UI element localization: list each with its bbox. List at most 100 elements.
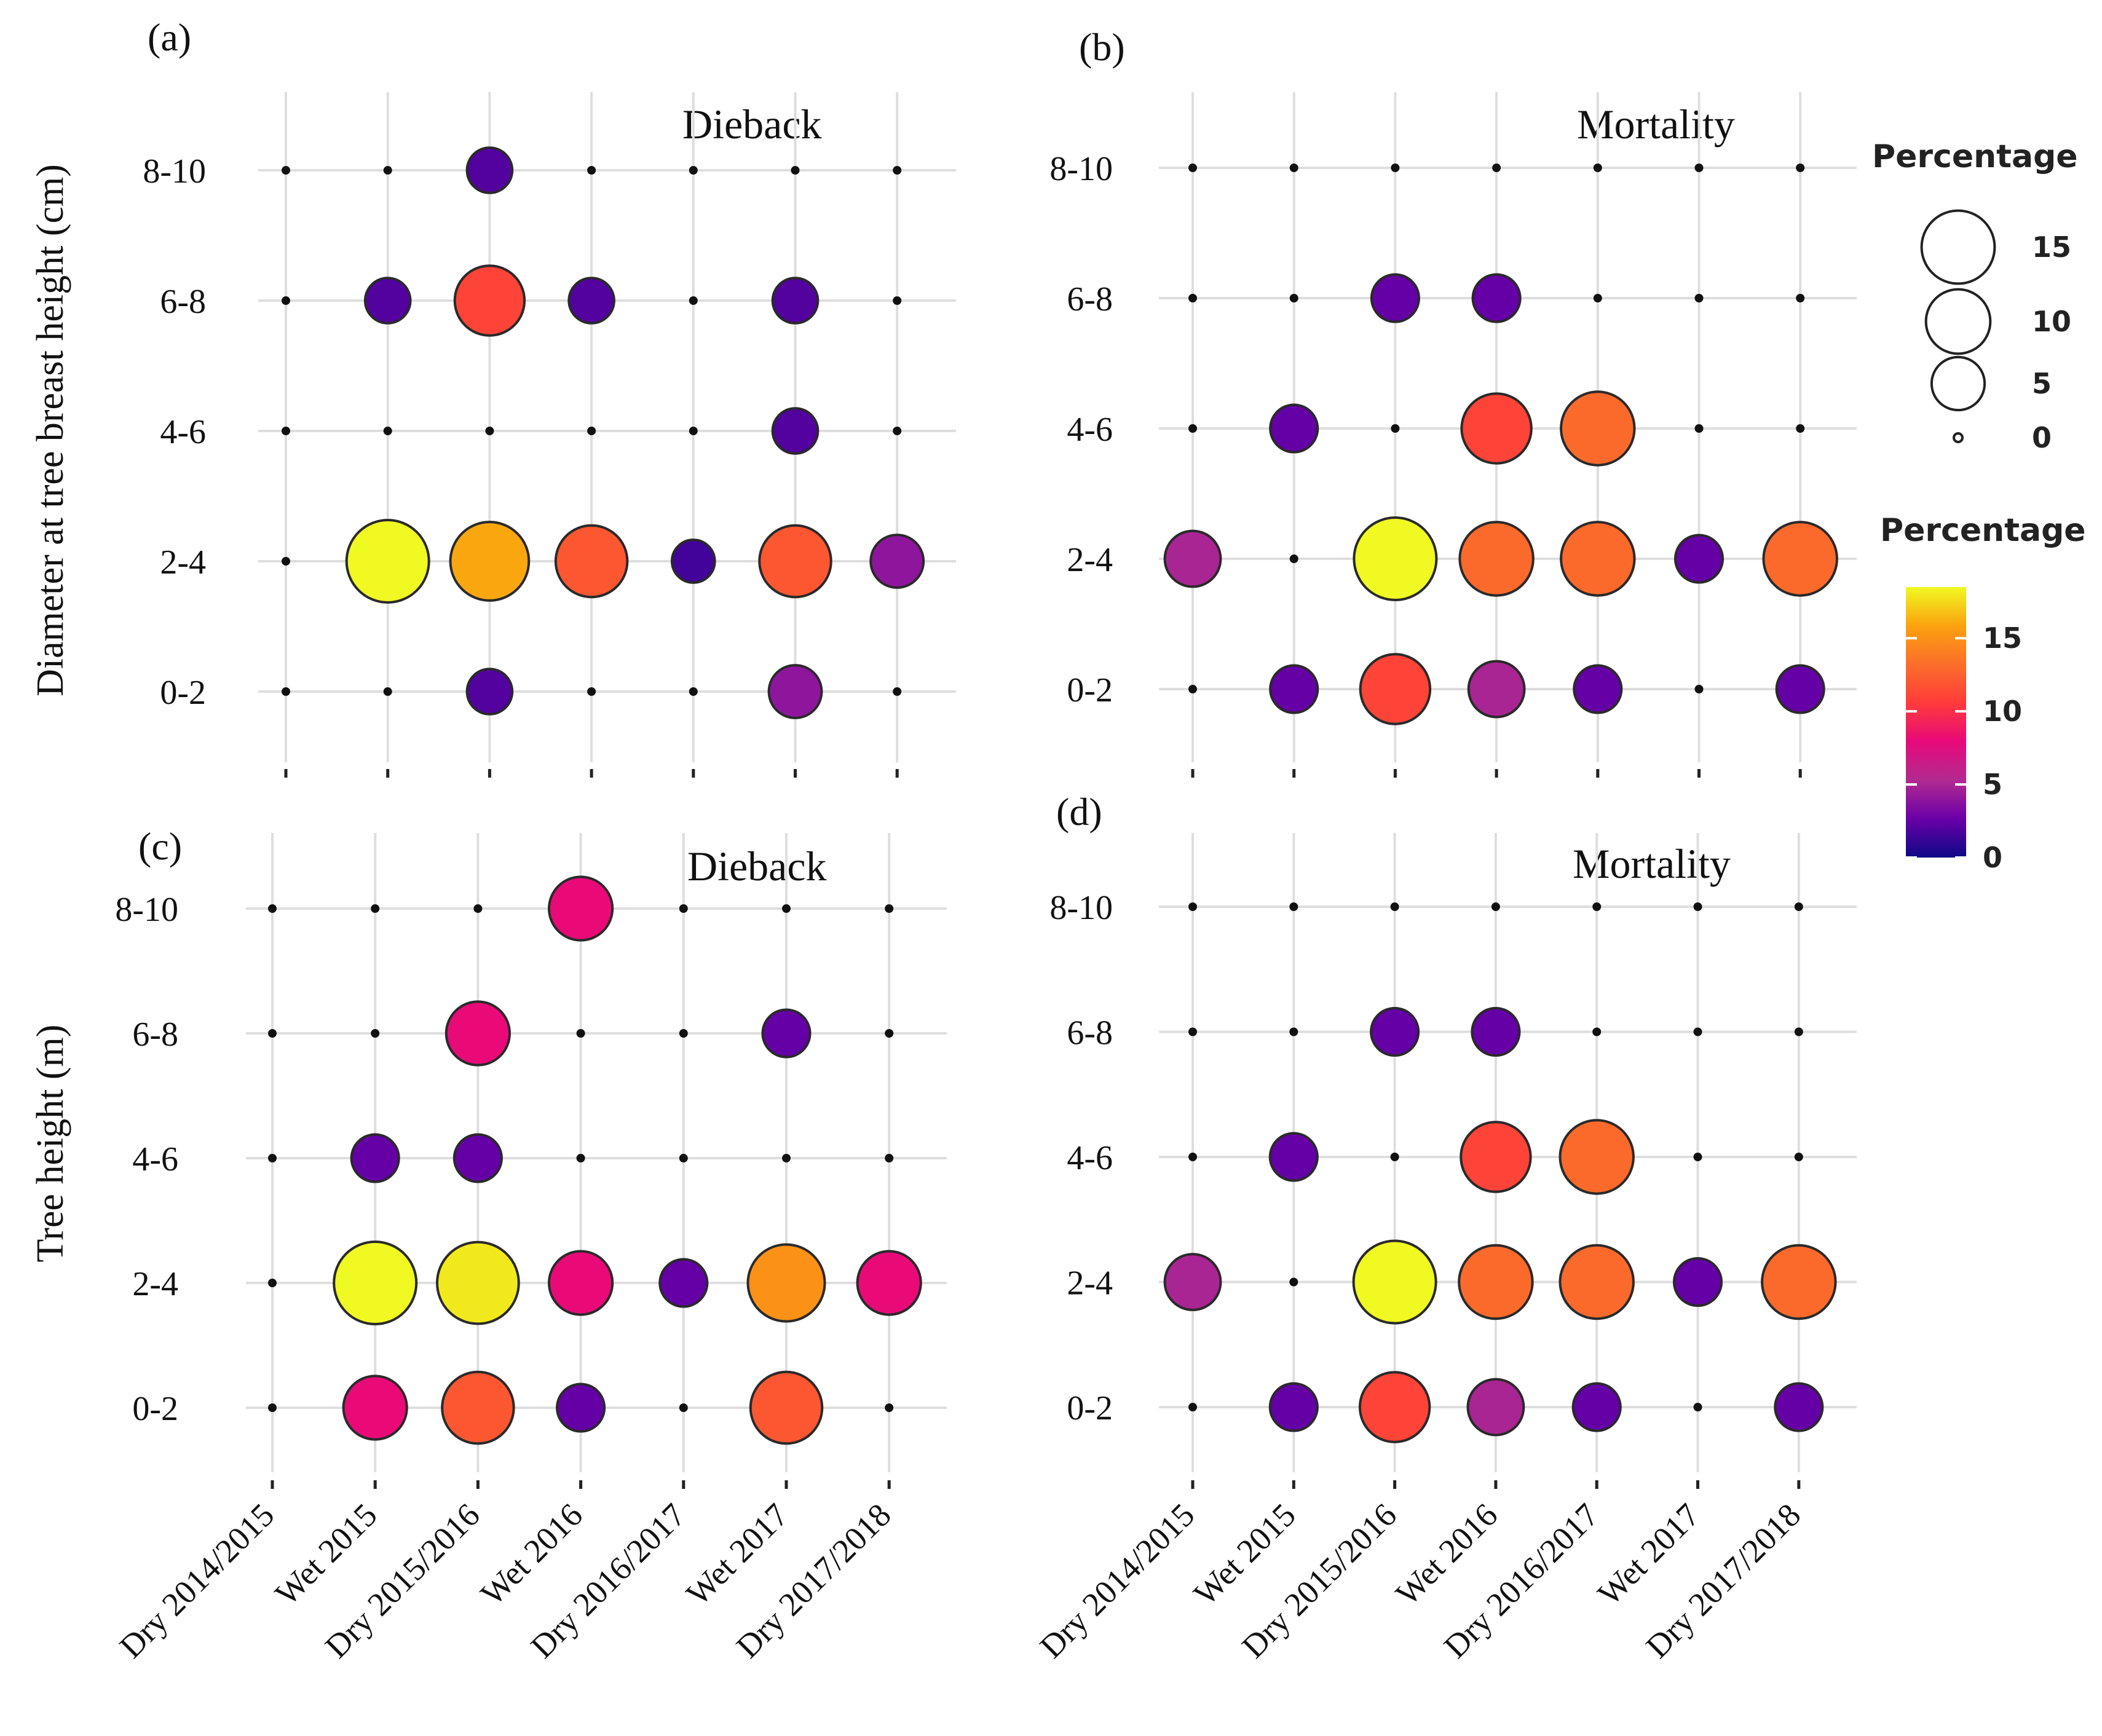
zero-point [791,166,800,175]
size-legend-circle [1953,432,1964,443]
zero-point [282,557,290,566]
zero-point [679,904,688,913]
y-tick-label: 0-2 [160,674,206,712]
bubble-point [1460,392,1533,465]
zero-point [885,904,894,913]
zero-point [1391,424,1400,433]
zero-point [371,904,380,913]
bubble-point [856,1250,922,1316]
zero-point [268,904,277,913]
bubble-point [445,1000,511,1067]
zero-point [485,427,494,435]
bubble-point [1471,1006,1521,1057]
bubble-point [1467,660,1526,719]
zero-point [1592,902,1602,911]
zero-point [1188,1403,1197,1411]
size-legend-title: Percentage [1872,138,2078,175]
zero-point [885,1154,894,1162]
zero-point [885,1029,894,1038]
zero-point [282,166,290,175]
bubble-point [345,519,430,604]
bubble-point [1269,664,1319,714]
zero-point [1794,1027,1803,1036]
zero-point [1593,164,1602,172]
y-axis-title-top: Diameter at tree breast height (cm) [30,164,71,696]
zero-point [268,1029,277,1038]
zero-point [383,166,392,175]
zero-point [782,1154,791,1162]
colorbar-label: 0 [1983,841,2002,874]
zero-point [893,166,902,175]
bubble-point [1269,403,1319,454]
zero-point [282,687,290,696]
x-tick-label: Dry 2014/2015 [113,1496,282,1665]
colorbar-label: 15 [1983,621,2022,655]
bubble-point [767,664,823,719]
panel-a: 8-10 6-8 4-6 2-4 0-2 [143,92,956,778]
bubble-point [548,1250,614,1316]
zero-point [1391,164,1400,172]
bubble-point [363,277,412,325]
zero-point [1390,1153,1399,1161]
y-tick-label: 8-10 [143,152,206,191]
bubble-point [1673,534,1725,584]
bubble-point [567,277,615,325]
bubble-point [749,1370,824,1445]
zero-point [1289,902,1298,911]
bubble-point [1466,1378,1525,1437]
bubble-point [670,539,716,584]
y-tick-label: 6-8 [1067,280,1113,318]
zero-point [1694,294,1704,302]
bubble-point [1163,1253,1222,1311]
bubble-point [658,1258,709,1308]
bubble-point [1559,1119,1635,1195]
zero-point [1694,164,1704,172]
zero-point [383,687,392,696]
y-tick-label: 4-6 [1067,1139,1113,1177]
zero-point [1693,1403,1702,1411]
zero-point [576,1154,585,1162]
y-axis-title-bottom: Tree height (m) [30,1025,71,1263]
y-tick-label: 8-10 [115,891,178,929]
zero-point [587,687,596,696]
bubble-point [1571,1382,1622,1432]
zero-point [268,1154,277,1162]
legend-marks-layer: 15 10 5 0 15 10 5 0 [1906,209,2071,874]
zero-point [1188,164,1197,172]
zero-point [282,427,290,435]
bubble-point [758,524,832,599]
zero-point [1492,164,1501,172]
zero-point [885,1403,894,1412]
bubble-point [548,875,614,942]
panel-b: 8-10 6-8 4-6 2-4 0-2 [1049,92,1857,778]
bubble-point [771,277,820,325]
y-tick-label: 2-4 [132,1265,178,1303]
zero-point [679,1154,688,1162]
panel-b-letter: (b) [1079,25,1125,69]
size-legend-label: 10 [2032,305,2071,338]
zero-point [689,427,698,435]
zero-point [576,1029,585,1038]
zero-point [689,296,698,305]
y-tick-label: 6-8 [132,1016,178,1054]
zero-point [689,687,698,696]
bubble-point [1560,390,1636,467]
zero-point [268,1279,277,1287]
zero-point [1796,424,1805,433]
colorbar-label: 5 [1983,768,2002,801]
x-tick-label: Dry 2014/2015 [1033,1496,1202,1665]
zero-point [473,904,483,913]
zero-point [268,1403,277,1412]
zero-point [893,687,902,696]
size-legend-label: 0 [2032,421,2052,454]
color-legend-title: Percentage [1880,512,2086,549]
bubble-point [465,146,514,194]
size-legend-circle [1924,288,1992,355]
bubble-point [771,407,820,455]
zero-point [679,1403,688,1412]
bubble-point [1370,273,1420,323]
y-tick-label: 4-6 [160,413,206,451]
bubble-point [1359,653,1432,725]
y-tick-label: 6-8 [160,283,206,321]
